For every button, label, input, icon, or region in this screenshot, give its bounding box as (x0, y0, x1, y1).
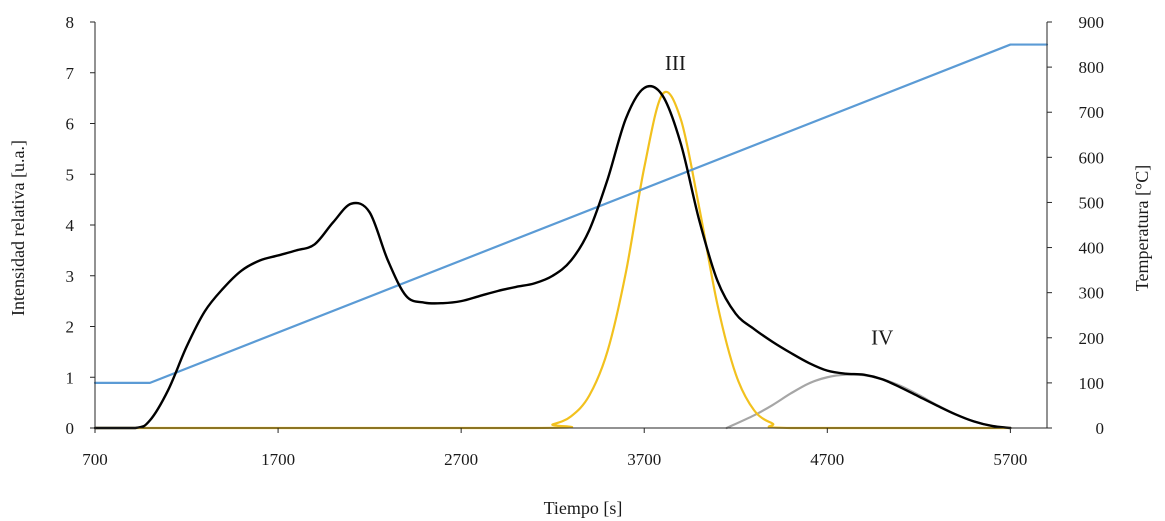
y2-tick-label: 700 (1079, 103, 1105, 122)
y2-tick-label: 0 (1096, 419, 1105, 438)
series-3-line (93, 43, 1049, 384)
y-tick-label: 7 (66, 64, 75, 83)
x-axis-title: Tiempo [s] (544, 498, 623, 518)
y2-tick-label: 300 (1079, 284, 1105, 303)
x-tick-label: 3700 (627, 450, 661, 469)
annot-layer: III IV (665, 51, 893, 349)
y2-tick-label: 800 (1079, 58, 1105, 77)
y2-tick-label: 400 (1079, 239, 1105, 258)
x-tick-label: 4700 (810, 450, 844, 469)
y-tick-label: 3 (66, 267, 75, 286)
y-tick-label: 6 (66, 115, 75, 134)
axes-layer (94, 22, 1048, 429)
x-tick-label: 1700 (261, 450, 295, 469)
x-tick-label: 2700 (444, 450, 478, 469)
y2-tick-label: 200 (1079, 329, 1105, 348)
x-tick-label: 700 (82, 450, 108, 469)
y2-tick-label: 600 (1079, 148, 1105, 167)
tick-layer: 700 1700 2700 3700 4700 5700 0 1 2 3 4 5 6 7 8 0 100 200 3… (66, 13, 1105, 469)
series-layer (93, 43, 1049, 430)
y-tick-label: 0 (66, 419, 75, 438)
y2-tick-label: 900 (1079, 13, 1105, 32)
series-1-line (93, 90, 1012, 430)
y2-tick-label: 500 (1079, 193, 1105, 212)
y2-axis-title: Temperatura [°C] (1132, 165, 1152, 291)
y-tick-label: 5 (66, 165, 75, 184)
peak-label-III: III (665, 51, 686, 75)
peak-label-IV: IV (871, 325, 893, 349)
y2-tick-label: 100 (1079, 374, 1105, 393)
y-tick-label: 2 (66, 318, 75, 337)
y-axis-title: Intensidad relativa [u.a.] (8, 140, 28, 316)
x-tick-label: 5700 (993, 450, 1027, 469)
y-tick-label: 8 (66, 13, 75, 32)
y-tick-label: 4 (66, 216, 75, 235)
series-0-line (93, 85, 1012, 430)
y-tick-label: 1 (66, 368, 75, 387)
